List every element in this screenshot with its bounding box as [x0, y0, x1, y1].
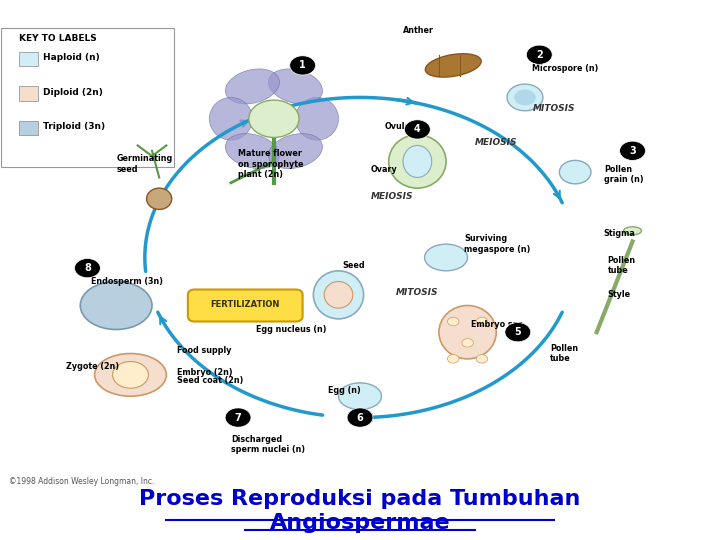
Text: Zygote (2n): Zygote (2n) — [66, 362, 119, 372]
Text: Haploid (n): Haploid (n) — [43, 53, 100, 62]
FancyBboxPatch shape — [19, 86, 38, 100]
Text: Anther: Anther — [403, 26, 434, 35]
Circle shape — [112, 361, 148, 388]
Circle shape — [347, 408, 373, 427]
Text: MEIOSIS: MEIOSIS — [371, 192, 413, 201]
Text: Triploid (3n): Triploid (3n) — [43, 122, 105, 131]
Circle shape — [620, 141, 645, 160]
Circle shape — [476, 317, 487, 326]
Ellipse shape — [439, 306, 496, 359]
Ellipse shape — [403, 145, 432, 178]
Text: Embryo sac: Embryo sac — [471, 320, 523, 329]
Text: Seed: Seed — [342, 261, 365, 270]
Text: Ovary: Ovary — [371, 165, 397, 174]
Ellipse shape — [324, 281, 353, 308]
Ellipse shape — [210, 97, 253, 140]
Ellipse shape — [225, 133, 279, 168]
Text: 1: 1 — [300, 60, 306, 70]
Circle shape — [526, 45, 552, 64]
Text: Discharged
sperm nuclei (n): Discharged sperm nuclei (n) — [231, 435, 305, 454]
Text: MEIOSIS: MEIOSIS — [475, 138, 518, 147]
Ellipse shape — [389, 135, 446, 188]
Text: 5: 5 — [514, 327, 521, 337]
Circle shape — [448, 317, 459, 326]
FancyBboxPatch shape — [19, 121, 38, 136]
Ellipse shape — [426, 53, 481, 77]
Text: Germinating
seed: Germinating seed — [116, 154, 172, 174]
Circle shape — [462, 339, 473, 347]
Text: 8: 8 — [84, 263, 91, 273]
Text: Surviving
megaspore (n): Surviving megaspore (n) — [464, 234, 531, 254]
Circle shape — [448, 355, 459, 363]
Text: MITOSIS: MITOSIS — [532, 104, 575, 113]
Text: Pollen
grain (n): Pollen grain (n) — [604, 165, 644, 185]
Circle shape — [289, 56, 315, 75]
Text: Microspore (n): Microspore (n) — [532, 64, 598, 72]
Circle shape — [249, 100, 299, 138]
Ellipse shape — [269, 69, 323, 104]
Text: Seed coat (2n): Seed coat (2n) — [177, 376, 243, 384]
Text: 7: 7 — [235, 413, 241, 422]
Circle shape — [405, 120, 431, 139]
Ellipse shape — [425, 244, 467, 271]
Text: Egg (n): Egg (n) — [328, 386, 361, 395]
Ellipse shape — [225, 69, 279, 104]
Text: Stigma: Stigma — [604, 229, 636, 238]
Circle shape — [505, 322, 531, 342]
Ellipse shape — [313, 271, 364, 319]
FancyBboxPatch shape — [19, 51, 38, 66]
FancyBboxPatch shape — [188, 289, 302, 321]
Circle shape — [225, 408, 251, 427]
Text: FERTILIZATION: FERTILIZATION — [210, 300, 280, 309]
Text: 4: 4 — [414, 124, 420, 134]
Text: Pollen
tube: Pollen tube — [550, 344, 578, 363]
Text: Pollen
tube: Pollen tube — [608, 256, 636, 275]
FancyBboxPatch shape — [1, 28, 174, 167]
Text: Style: Style — [608, 291, 631, 299]
Ellipse shape — [269, 133, 323, 168]
Text: MITOSIS: MITOSIS — [396, 288, 438, 296]
Text: KEY TO LABELS: KEY TO LABELS — [19, 35, 97, 43]
Ellipse shape — [81, 281, 152, 329]
Circle shape — [559, 160, 591, 184]
Text: 3: 3 — [629, 146, 636, 156]
Text: Mature flower
on sporophyte
plant (2n): Mature flower on sporophyte plant (2n) — [238, 149, 304, 179]
Text: 6: 6 — [356, 413, 364, 422]
Text: Ovule: Ovule — [385, 122, 411, 131]
Text: ©1998 Addison Wesley Longman, Inc.: ©1998 Addison Wesley Longman, Inc. — [9, 477, 154, 486]
Circle shape — [514, 90, 536, 105]
Circle shape — [476, 355, 487, 363]
Text: Diploid (2n): Diploid (2n) — [43, 87, 103, 97]
Text: Egg nucleus (n): Egg nucleus (n) — [256, 325, 326, 334]
Ellipse shape — [338, 383, 382, 409]
Circle shape — [75, 259, 100, 278]
Text: Proses Reproduksi pada Tumbuhan
Angiospermae: Proses Reproduksi pada Tumbuhan Angiospe… — [139, 489, 581, 534]
Circle shape — [507, 84, 543, 111]
Text: Endosperm (3n): Endosperm (3n) — [91, 277, 163, 286]
Text: Food supply: Food supply — [177, 346, 232, 355]
Ellipse shape — [147, 188, 172, 210]
Ellipse shape — [295, 97, 338, 140]
Text: Embryo (2n): Embryo (2n) — [177, 368, 233, 377]
Text: 2: 2 — [536, 50, 543, 60]
Ellipse shape — [94, 354, 166, 396]
Ellipse shape — [624, 227, 642, 235]
